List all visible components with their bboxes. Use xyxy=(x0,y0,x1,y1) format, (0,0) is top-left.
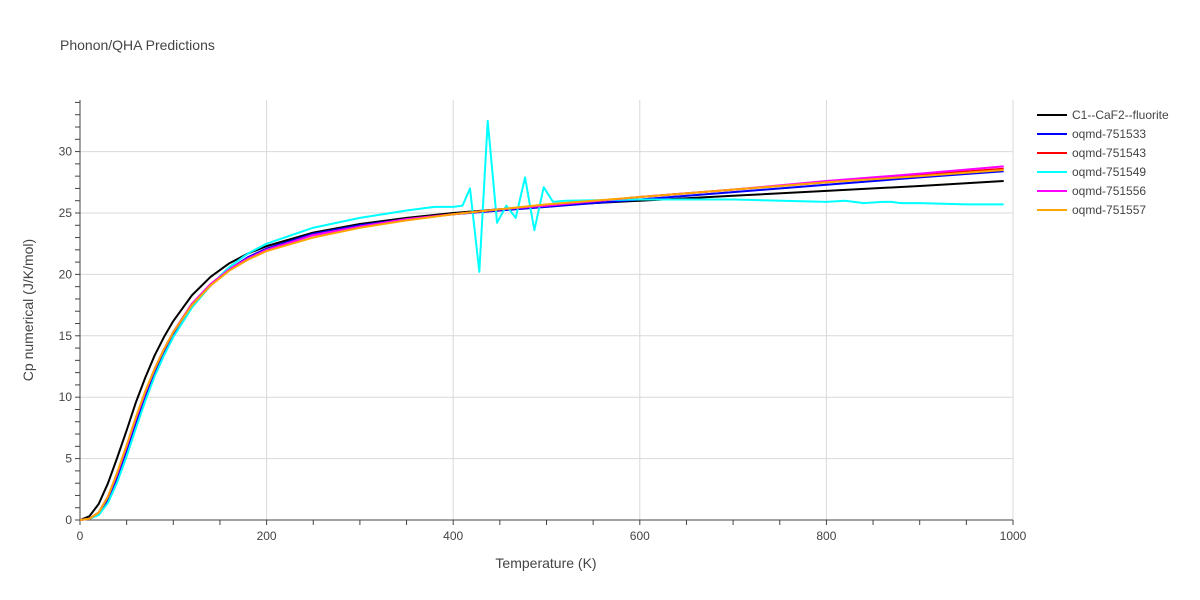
legend-entry: C1--CaF2--fluorite xyxy=(1072,108,1169,122)
x-tick-label: 800 xyxy=(816,529,836,543)
y-tick-label: 25 xyxy=(59,206,73,220)
y-tick-label: 30 xyxy=(59,145,73,159)
x-tick-label: 1000 xyxy=(1000,529,1027,543)
legend: C1--CaF2--fluorite oqmd-751533 oqmd-751543… xyxy=(1037,108,1169,217)
series-line-oqmd-751556 xyxy=(79,165,1004,521)
series-line-oqmd-751543 xyxy=(79,167,1004,521)
x-tick-label: 0 xyxy=(77,529,84,543)
legend-entry: oqmd-751533 xyxy=(1072,127,1146,141)
x-tick-label: 400 xyxy=(443,529,463,543)
x-tick-label: 200 xyxy=(257,529,277,543)
legend-entry: oqmd-751543 xyxy=(1072,146,1146,160)
legend-entry: oqmd-751557 xyxy=(1072,203,1146,217)
legend-entry: oqmd-751556 xyxy=(1072,184,1146,198)
legend-entry: oqmd-751549 xyxy=(1072,165,1146,179)
y-tick-label: 0 xyxy=(65,513,72,527)
grid-layer xyxy=(80,100,1014,520)
chart-title: Phonon/QHA Predictions xyxy=(60,37,215,53)
y-tick-label: 20 xyxy=(59,267,73,281)
series-line-oqmd-751557 xyxy=(79,169,1004,521)
plot-layer xyxy=(79,119,1004,521)
axis-layer: 0 200 400 600 800 1000 0 5 10 15 20 25 30 xyxy=(59,100,1027,543)
x-axis-title: Temperature (K) xyxy=(495,555,596,571)
y-tick-label: 5 xyxy=(65,452,72,466)
y-axis-title: Cp numerical (J/K/mol) xyxy=(20,239,36,381)
y-tick-label: 15 xyxy=(59,329,73,343)
series-line-oqmd-751533 xyxy=(79,170,1004,521)
series-line-oqmd-751549 xyxy=(79,119,1004,521)
y-tick-label: 10 xyxy=(59,390,73,404)
series-line-C1--CaF2--fluorite xyxy=(79,180,1004,521)
x-tick-label: 600 xyxy=(630,529,650,543)
